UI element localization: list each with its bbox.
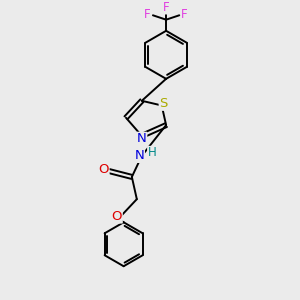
Text: O: O — [98, 163, 109, 176]
Text: H: H — [148, 146, 156, 159]
Text: F: F — [181, 8, 188, 21]
Text: F: F — [144, 8, 151, 21]
Text: O: O — [112, 210, 122, 223]
Text: N: N — [135, 149, 144, 162]
Text: N: N — [137, 132, 147, 145]
Text: F: F — [163, 1, 169, 14]
Text: S: S — [159, 97, 168, 110]
